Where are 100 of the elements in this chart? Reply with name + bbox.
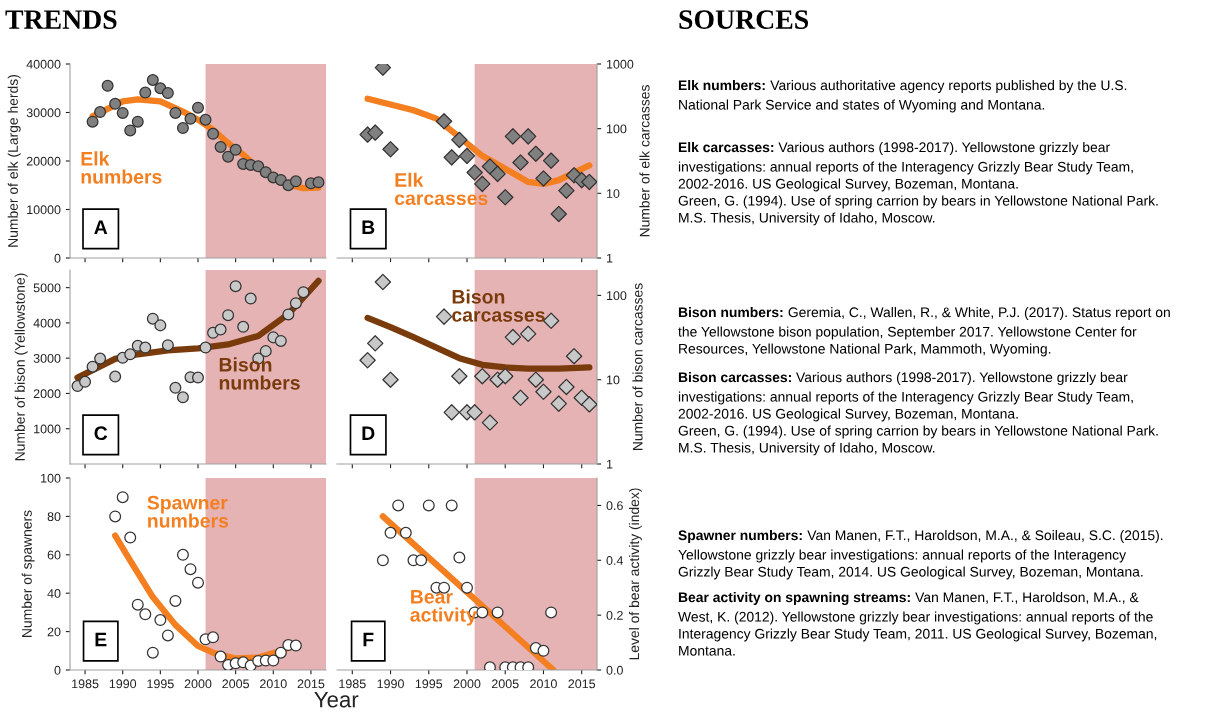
x-tick-label: 1995 [147, 679, 174, 689]
y-tick-label: 1 [606, 459, 613, 469]
y-tick-label: 5000 [33, 283, 61, 293]
y-tick-label: 40 [47, 589, 61, 598]
x-axis-title: Year [314, 691, 359, 708]
point [527, 371, 545, 388]
y-tick-label: 1000 [606, 59, 634, 69]
point [282, 308, 295, 321]
y-tick-label: 100 [41, 473, 61, 483]
point [581, 173, 597, 191]
point [161, 339, 174, 352]
point [86, 115, 99, 128]
y-tick-label: 100 [606, 291, 627, 301]
y-axis-title: Number of elk carcasses [639, 85, 650, 237]
point [116, 491, 129, 504]
y-tick-label: 20000 [26, 156, 61, 166]
series-label: Bear activity [410, 590, 477, 626]
annotation: A [94, 220, 108, 234]
point [124, 348, 137, 361]
point [367, 124, 384, 141]
point [382, 371, 399, 388]
point [451, 131, 468, 149]
point [497, 189, 514, 206]
point [207, 127, 220, 140]
point [154, 319, 167, 332]
point [460, 581, 474, 594]
point [537, 644, 550, 657]
text: Elk carcasses: Various authors (1998-2017). Yellowstone grizzly bear investigations: annual reports of the Interagency Grizzly Bear Study Team, 2002-2016. US Geological Survey, Bozeman, Montana. Green, G. (1994). Use of spring carrion by bears in Yellowstone National Park. M.S. Thesis, University of Idaho, Moscow. [678, 142, 1158, 226]
point [191, 371, 205, 384]
x-tick-label: 2015 [568, 679, 596, 689]
point [274, 334, 287, 347]
y-tick-label: 20 [47, 627, 61, 637]
point [146, 74, 159, 87]
point [124, 124, 137, 137]
annotation: B [362, 220, 375, 234]
y-tick-label: 0 [54, 665, 61, 675]
point [481, 158, 499, 175]
y-tick-label: 80 [47, 512, 61, 522]
x-tick-label: 1990 [109, 679, 137, 689]
point [146, 312, 159, 325]
point [565, 347, 583, 365]
point [476, 606, 489, 619]
point [474, 367, 491, 385]
point [109, 97, 122, 110]
point [443, 149, 460, 166]
point [519, 325, 537, 343]
y-tick-label: 10 [606, 375, 620, 385]
point [146, 646, 159, 659]
point [435, 308, 453, 325]
y-tick-label: 3000 [33, 353, 61, 363]
series-label: Spawner numbers [147, 495, 229, 528]
point [176, 548, 189, 561]
annotation: F [363, 632, 374, 647]
point [451, 367, 468, 385]
point [558, 182, 575, 199]
y-tick-label: 0.0 [606, 665, 623, 675]
point [550, 395, 567, 412]
point [184, 563, 197, 576]
point [512, 154, 529, 171]
y-tick-label: 100 [606, 124, 627, 134]
point [376, 554, 389, 567]
series-label: Bison carcasses [452, 289, 545, 322]
point [94, 352, 107, 365]
annotation: E [95, 632, 107, 647]
point [259, 345, 272, 358]
point [161, 87, 174, 100]
point [458, 147, 476, 165]
point [542, 152, 560, 169]
point [214, 140, 227, 153]
point [214, 323, 227, 336]
point [382, 141, 399, 158]
point [176, 391, 189, 404]
point [229, 143, 242, 156]
point [445, 499, 458, 512]
x-tick-label: 2010 [260, 679, 287, 689]
point [422, 499, 435, 512]
point [297, 286, 310, 299]
point [289, 175, 302, 188]
series-label: Bison numbers [219, 357, 300, 390]
x-tick-label: 2015 [297, 679, 325, 689]
y-tick-label: 40000 [26, 59, 61, 69]
text: Bison numbers: Geremia, C., Wallen, R., & White, P.J. (2017). Status report on the Yellowstone bison population, September 2017. Yellowstone Center for Resources, Yellowstone National Park, Mammoth, Wyoming. [678, 307, 1170, 357]
text: Bison carcasses: Various authors (1998-2017). Yellowstone grizzly bear investigations: annual reports of the Interagency Grizzly Bear Study Team, 2002-2016. US Geological Survey, Bozeman, Montana. Green, G. (1994). Use of spring carrion by bears in Yellowstone National Park. M.S. Thesis, University of Idaho, Moscow. [678, 372, 1158, 456]
y-axis-title: Level of bear activity (index) [628, 488, 642, 660]
point [176, 122, 189, 135]
point [139, 86, 152, 99]
point [545, 606, 558, 619]
y-tick-label: 10 [606, 189, 620, 198]
x-tick-label: 2005 [491, 679, 519, 689]
point [481, 414, 499, 431]
point [289, 639, 302, 652]
x-tick-label: 1985 [339, 679, 366, 689]
point [199, 113, 212, 126]
point [384, 526, 397, 539]
y-tick-label: 2000 [33, 389, 61, 399]
point [131, 598, 144, 611]
text: Spawner numbers: Van Manen, F.T., Haroldson, M.A., & Soileau, S.C. (2015). Yellowstone grizzly bear investigations: annual reports of the Interagency Grizzly Bear Study Team, 2014. US Geological Survey, Bozeman, Montana. [678, 530, 1163, 580]
point [101, 79, 114, 92]
point [466, 404, 483, 421]
point [535, 383, 552, 400]
